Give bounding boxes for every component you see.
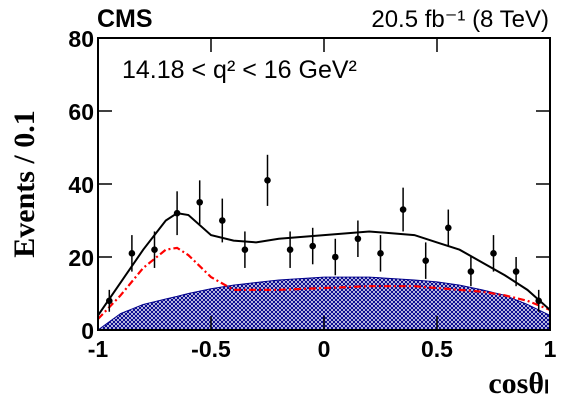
data-point	[377, 250, 384, 257]
data-point	[151, 246, 158, 253]
annotation: 14.18 < q² < 16 GeV²	[122, 56, 357, 84]
y-tick-label: 20	[68, 245, 94, 271]
luminosity-label: 20.5 fb⁻¹ (8 TeV)	[371, 6, 549, 33]
experiment-label: CMS	[97, 5, 153, 33]
x-tick-label: -1	[88, 336, 109, 362]
y-tick-label: 40	[68, 172, 94, 198]
data-point	[219, 217, 226, 224]
x-axis-label: cosθₗ	[488, 367, 549, 400]
data-point	[512, 268, 520, 275]
y-axis-label: Events / 0.1	[8, 110, 41, 258]
data-point	[399, 206, 407, 213]
frame	[97, 37, 551, 331]
curve	[98, 212, 550, 316]
data-point	[196, 198, 203, 206]
data-point	[354, 235, 362, 243]
data-point	[128, 250, 136, 257]
y-tick-label: 80	[68, 26, 94, 52]
x-tick-label: 0	[318, 336, 331, 362]
y-tick-label: 0	[81, 318, 94, 344]
data-point	[332, 253, 339, 261]
data-point	[535, 297, 542, 305]
data-point	[490, 250, 497, 257]
data-point	[422, 257, 430, 264]
data-point	[173, 209, 181, 217]
x-tick-label: 1	[544, 336, 557, 362]
x-tick-label: 0.5	[421, 336, 453, 362]
data-point	[309, 242, 317, 250]
data-point	[467, 268, 475, 275]
data-point	[445, 224, 452, 232]
axes: 0 20 40 60 80 -1 -0.5 0 0.5 1	[68, 26, 556, 362]
data-point	[241, 246, 249, 253]
data-point	[264, 177, 271, 184]
y-tick-label: 60	[68, 99, 94, 125]
data-point	[286, 246, 294, 253]
plot-area	[98, 154, 550, 330]
data-point	[106, 297, 113, 305]
x-tick-label: -0.5	[191, 336, 231, 362]
